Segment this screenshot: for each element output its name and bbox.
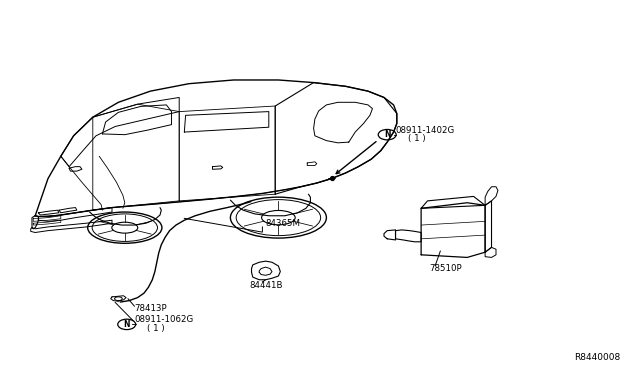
Text: 08911-1062G: 08911-1062G <box>134 315 194 324</box>
Text: R8440008: R8440008 <box>575 353 621 362</box>
Text: 78413P: 78413P <box>134 304 167 312</box>
Text: 84441B: 84441B <box>250 281 283 290</box>
Text: N: N <box>124 320 130 329</box>
Text: 08911-1402G: 08911-1402G <box>396 126 455 135</box>
Text: 78510P: 78510P <box>429 264 461 273</box>
Text: ( 1 ): ( 1 ) <box>408 134 426 143</box>
Text: ( 1 ): ( 1 ) <box>147 324 165 333</box>
Text: 84365M: 84365M <box>266 219 301 228</box>
Text: N: N <box>384 130 390 139</box>
